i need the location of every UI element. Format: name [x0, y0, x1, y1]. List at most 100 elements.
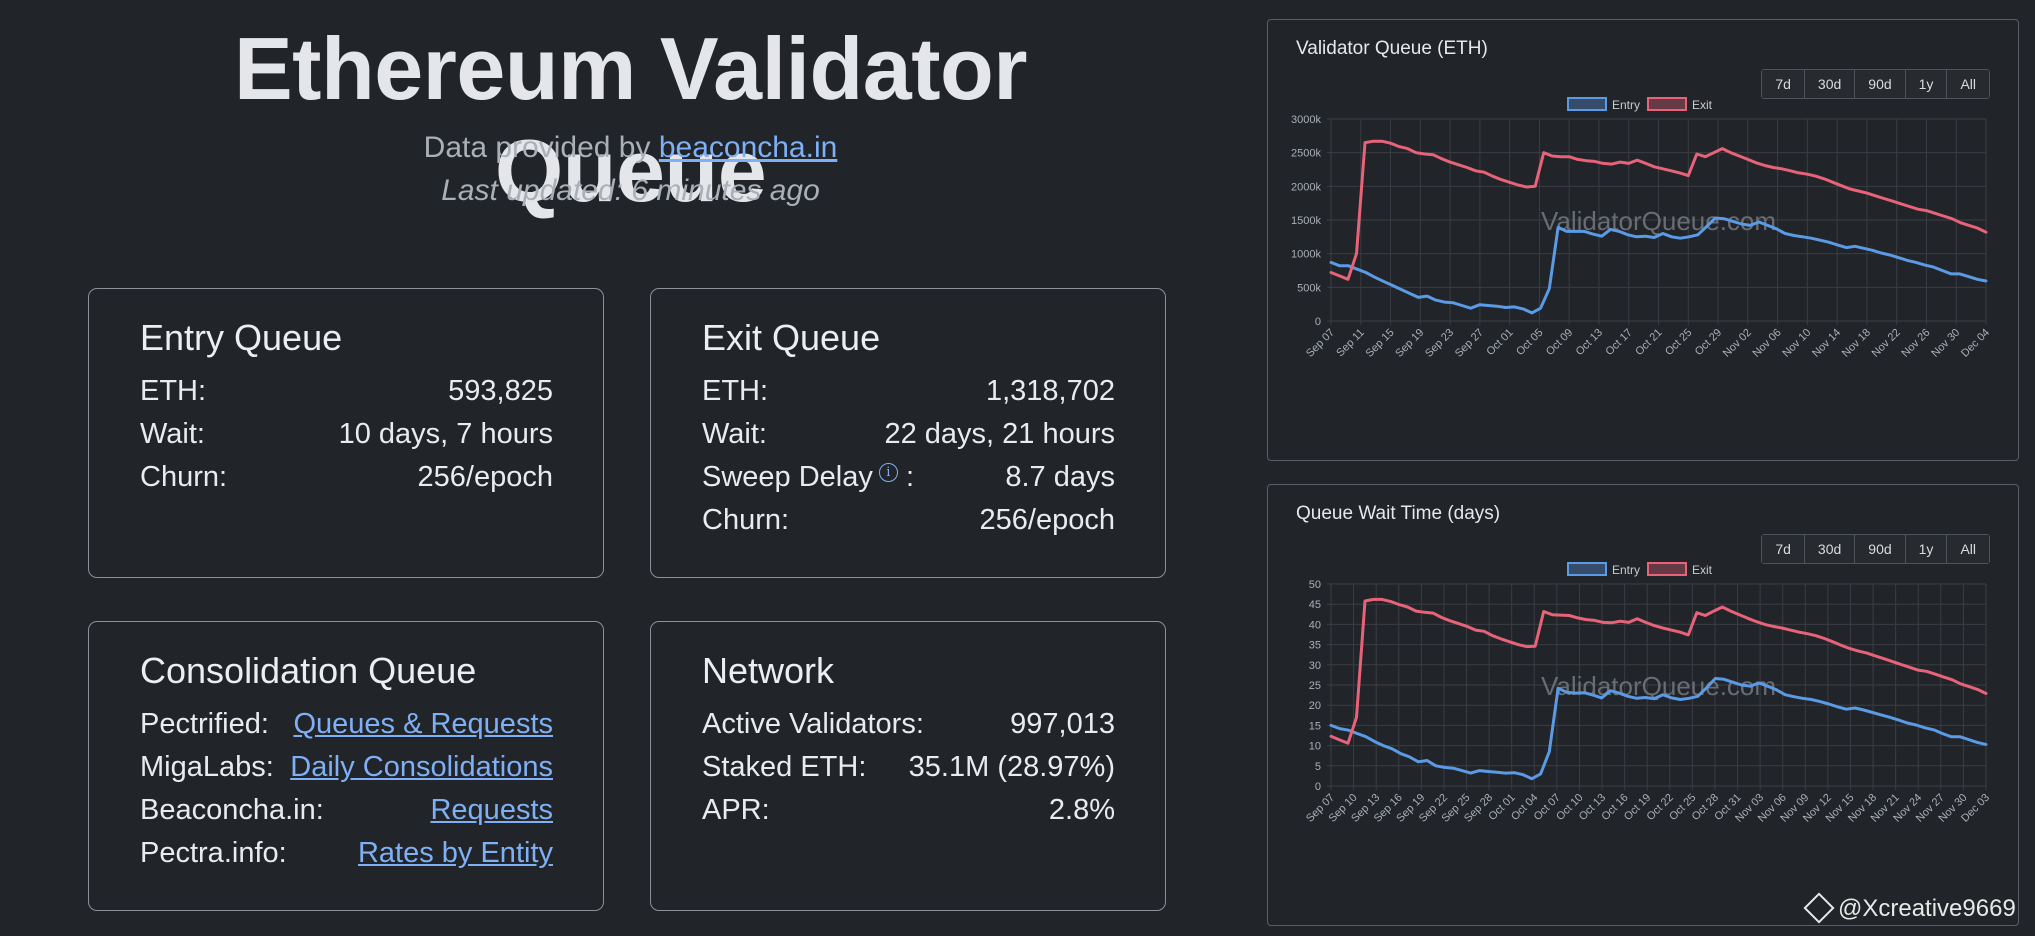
- chart-title: Validator Queue (ETH): [1296, 38, 1488, 59]
- x-tick-label: Sep 23: [1423, 327, 1456, 360]
- y-tick-label: 2500k: [1291, 148, 1321, 160]
- row-value: 8.7 days: [1005, 461, 1115, 494]
- series-line-exit: [1329, 597, 1988, 745]
- validator-queue-chart: Entry Exit 0 500k 1000k 1500k 2000k 2500k 3000k S…: [1291, 97, 1992, 360]
- page-title: Ethereum Validator Queue: [233, 19, 1028, 220]
- row-label: ETH:: [702, 375, 769, 408]
- x-tick-label: Nov 18: [1840, 327, 1873, 360]
- exit-sweep-row: Sweep Delay i : 8.7 days: [702, 456, 1115, 499]
- legend-swatch-entry: [1567, 562, 1607, 576]
- y-tick-label: 35: [1309, 640, 1321, 652]
- network-card: Network Active Validators: 997,013 Stake…: [650, 621, 1166, 911]
- row-label: Churn:: [140, 461, 228, 494]
- row-value: 1,318,702: [985, 375, 1115, 408]
- chart-title: Queue Wait Time (days): [1296, 503, 1501, 524]
- exit-eth-row: ETH: 1,318,702: [702, 370, 1115, 413]
- row-value: 997,013: [1010, 708, 1115, 741]
- info-icon[interactable]: i: [878, 462, 898, 482]
- consolidation-queue-card: Consolidation Queue Pectrified: Queues &…: [88, 621, 604, 911]
- x-tick-label: Nov 30: [1929, 327, 1962, 360]
- row-value: 10 days, 7 hours: [338, 418, 553, 451]
- y-tick-label: 1500k: [1291, 215, 1321, 227]
- y-tick-label: 0: [1315, 316, 1321, 328]
- network-title: Network: [702, 650, 835, 691]
- x-tick-label: Nov 06: [1751, 327, 1784, 360]
- x-tick-label: Sep 15: [1364, 327, 1397, 360]
- rates-by-entity-link[interactable]: Rates by Entity: [357, 837, 553, 870]
- entry-queue-title: Entry Queue: [140, 317, 343, 358]
- legend-swatch-exit: [1647, 562, 1687, 576]
- daily-consolidations-link[interactable]: Daily Consolidations: [290, 751, 553, 784]
- range-all-button[interactable]: All: [1947, 535, 1989, 563]
- footer-watermark-text: @Xcreative9669: [1838, 895, 2016, 922]
- x-tick-label: Oct 09: [1544, 327, 1575, 358]
- network-validators-row: Active Validators: 997,013: [702, 703, 1115, 746]
- legend-label-entry: Entry: [1612, 563, 1640, 577]
- x-tick-label: Sep 07: [1304, 327, 1337, 360]
- range-all-button[interactable]: All: [1947, 70, 1989, 98]
- y-tick-label: 50: [1309, 579, 1321, 591]
- range-7d-button[interactable]: 7d: [1762, 535, 1805, 563]
- y-tick-label: 45: [1309, 599, 1321, 611]
- sweep-colon: :: [905, 461, 914, 494]
- range-1y-button[interactable]: 1y: [1905, 70, 1948, 98]
- chart-legend: Entry Exit: [1567, 97, 1713, 112]
- row-label: Sweep Delay i :: [702, 456, 914, 499]
- requests-link[interactable]: Requests: [430, 794, 553, 827]
- provider-link[interactable]: beaconcha.in: [658, 131, 838, 164]
- provider-prefix: Data provided by: [423, 131, 651, 164]
- range-7d-button[interactable]: 7d: [1762, 70, 1805, 98]
- chart-legend: Entry Exit: [1567, 562, 1713, 577]
- range-90d-button[interactable]: 90d: [1855, 535, 1906, 563]
- x-tick-label: Nov 02: [1721, 327, 1754, 360]
- y-tick-label: 2000k: [1291, 181, 1321, 193]
- y-tick-label: 15: [1309, 720, 1321, 732]
- exit-wait-row: Wait: 22 days, 21 hours: [702, 413, 1115, 456]
- y-tick-label: 30: [1309, 660, 1321, 672]
- x-tick-label: Nov 22: [1870, 327, 1903, 360]
- consolidation-migalabs-row: MigaLabs: Daily Consolidations: [140, 746, 553, 789]
- last-updated: Last updated: 6 minutes ago: [441, 174, 820, 207]
- x-tick-label: Oct 25: [1663, 327, 1694, 358]
- x-tick-label: Sep 11: [1334, 327, 1367, 360]
- row-label: Pectrified:: [140, 708, 269, 741]
- x-tick-label: Oct 01: [1484, 327, 1515, 358]
- range-selector: 7d 30d 90d 1y All: [1761, 534, 1990, 564]
- sweep-label: Sweep Delay: [702, 461, 873, 494]
- x-tick-label: Nov 26: [1899, 327, 1932, 360]
- x-tick-label: Sep 27: [1453, 327, 1486, 360]
- consolidation-pectra-row: Pectra.info: Rates by Entity: [140, 832, 553, 875]
- queues-requests-link[interactable]: Queues & Requests: [293, 708, 553, 741]
- legend-swatch-exit: [1647, 97, 1687, 111]
- row-value: 2.8%: [1048, 794, 1115, 827]
- range-30d-button[interactable]: 30d: [1804, 70, 1856, 98]
- y-tick-label: 1000k: [1291, 249, 1321, 261]
- x-tick-label: Oct 17: [1603, 327, 1634, 358]
- x-tick-label: Oct 21: [1633, 327, 1664, 358]
- row-label: Pectra.info:: [140, 837, 287, 870]
- range-30d-button[interactable]: 30d: [1804, 535, 1856, 563]
- x-tick-label: Oct 05: [1514, 327, 1545, 358]
- validator-queue-chart-panel: Validator Queue (ETH) 7d 30d 90d 1y All …: [1267, 19, 2019, 461]
- series-line-entry: [1329, 677, 1988, 781]
- legend-swatch-entry: [1567, 97, 1607, 111]
- consolidation-pectrified-row: Pectrified: Queues & Requests: [140, 703, 553, 746]
- y-tick-label: 500k: [1297, 282, 1321, 294]
- entry-churn-row: Churn: 256/epoch: [140, 456, 553, 499]
- legend-label-exit: Exit: [1692, 563, 1713, 577]
- y-tick-label: 25: [1309, 680, 1321, 692]
- y-tick-label: 10: [1309, 741, 1321, 753]
- entry-eth-row: ETH: 593,825: [140, 370, 553, 413]
- x-tick-label: Nov 14: [1810, 327, 1843, 360]
- row-label: APR:: [702, 794, 770, 827]
- range-90d-button[interactable]: 90d: [1855, 70, 1906, 98]
- data-provider-line: Data provided by beaconcha.in: [88, 131, 1173, 165]
- network-staked-row: Staked ETH: 35.1M (28.97%): [702, 746, 1115, 789]
- entry-wait-row: Wait: 10 days, 7 hours: [140, 413, 553, 456]
- row-label: Staked ETH:: [702, 751, 867, 784]
- range-1y-button[interactable]: 1y: [1905, 535, 1948, 563]
- row-value: 22 days, 21 hours: [884, 418, 1115, 451]
- row-value: 256/epoch: [979, 504, 1115, 537]
- wait-time-chart-panel: Queue Wait Time (days) 7d 30d 90d 1y All…: [1267, 484, 2019, 926]
